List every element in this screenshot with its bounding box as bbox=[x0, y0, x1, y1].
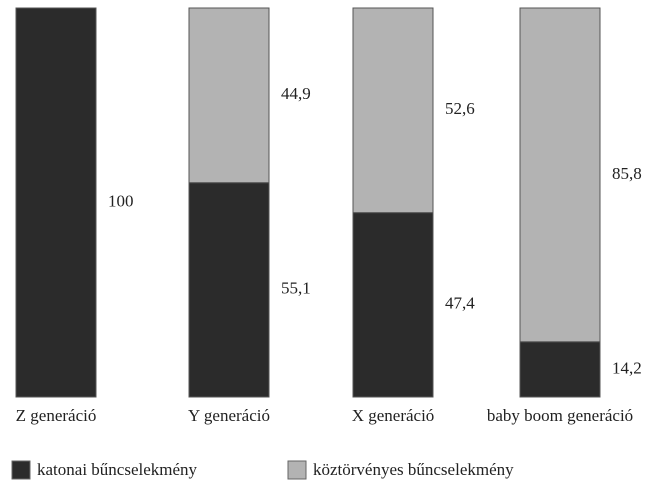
value-label: 14,2 bbox=[612, 358, 642, 377]
value-label: 100 bbox=[108, 191, 134, 210]
bar-segment bbox=[188, 7, 270, 184]
category-label: baby boom generáció bbox=[487, 406, 633, 425]
bar-segment bbox=[519, 341, 601, 398]
value-label: 44,9 bbox=[281, 84, 311, 103]
value-label: 52,6 bbox=[445, 99, 475, 118]
category-label: Y generáció bbox=[188, 406, 270, 425]
category-label: Z generáció bbox=[16, 406, 97, 425]
bar-segment bbox=[188, 182, 270, 398]
bar-segment bbox=[352, 212, 434, 398]
value-label: 55,1 bbox=[281, 279, 311, 298]
bar-segment bbox=[352, 7, 434, 214]
legend-swatch bbox=[287, 460, 307, 480]
category-label: X generáció bbox=[352, 406, 435, 425]
legend-label: katonai bűncselekmény bbox=[37, 460, 198, 479]
bar-segment bbox=[519, 7, 601, 343]
value-label: 85,8 bbox=[612, 164, 642, 183]
bar-segment bbox=[15, 7, 97, 398]
legend-label: köztörvényes bűncselekmény bbox=[313, 460, 514, 479]
legend-swatch bbox=[11, 460, 31, 480]
value-label: 47,4 bbox=[445, 294, 475, 313]
